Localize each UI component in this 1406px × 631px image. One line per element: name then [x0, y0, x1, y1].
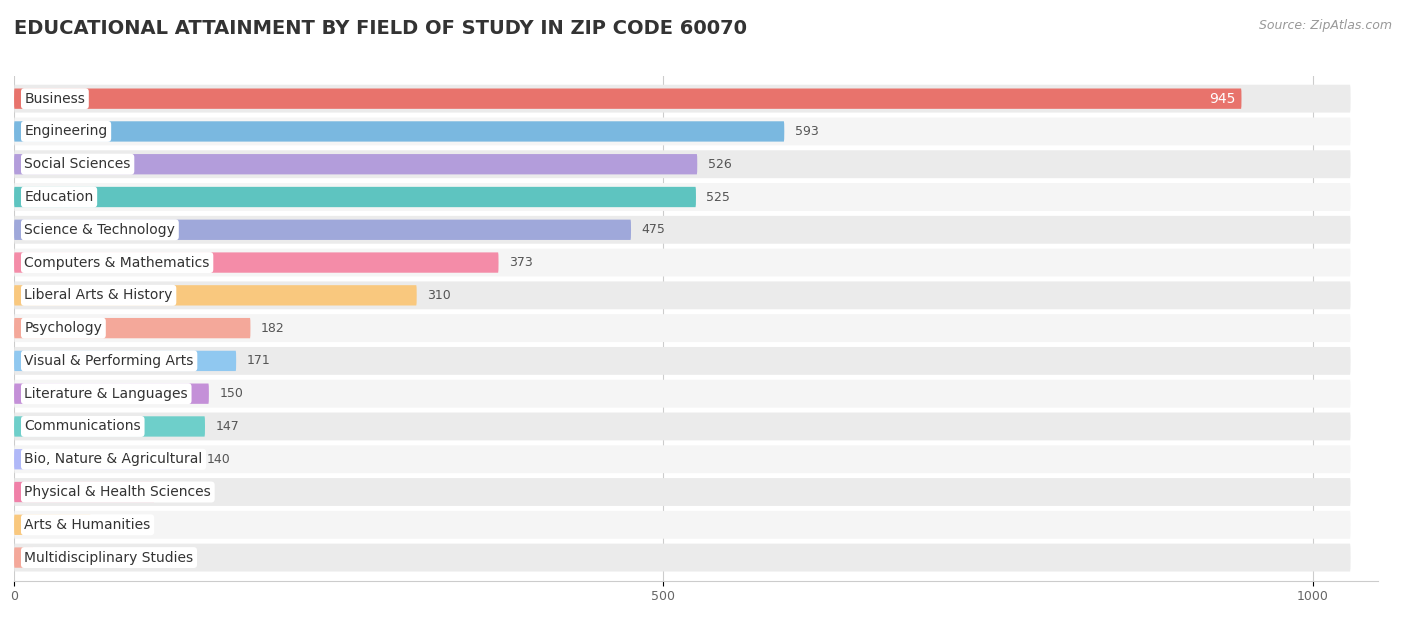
FancyBboxPatch shape — [14, 413, 1351, 440]
Text: Business: Business — [24, 91, 86, 105]
FancyBboxPatch shape — [14, 445, 1351, 473]
FancyBboxPatch shape — [14, 88, 1241, 109]
Text: Multidisciplinary Studies: Multidisciplinary Studies — [24, 551, 194, 565]
Text: 147: 147 — [215, 420, 239, 433]
FancyBboxPatch shape — [14, 85, 1351, 112]
FancyBboxPatch shape — [14, 252, 499, 273]
Text: 108: 108 — [165, 485, 188, 498]
Text: 373: 373 — [509, 256, 533, 269]
Text: Education: Education — [24, 190, 94, 204]
Text: Social Sciences: Social Sciences — [24, 157, 131, 171]
Text: Source: ZipAtlas.com: Source: ZipAtlas.com — [1258, 19, 1392, 32]
FancyBboxPatch shape — [14, 220, 631, 240]
FancyBboxPatch shape — [14, 150, 1351, 178]
Text: Engineering: Engineering — [24, 124, 108, 138]
Text: Arts & Humanities: Arts & Humanities — [24, 518, 150, 532]
FancyBboxPatch shape — [14, 216, 1351, 244]
Text: 171: 171 — [246, 355, 270, 367]
Text: 59: 59 — [101, 518, 117, 531]
FancyBboxPatch shape — [14, 449, 195, 469]
Text: 310: 310 — [427, 289, 451, 302]
Text: Visual & Performing Arts: Visual & Performing Arts — [24, 354, 194, 368]
FancyBboxPatch shape — [14, 249, 1351, 276]
Text: 182: 182 — [262, 322, 284, 334]
FancyBboxPatch shape — [14, 548, 34, 568]
FancyBboxPatch shape — [14, 380, 1351, 408]
FancyBboxPatch shape — [14, 351, 236, 371]
Text: 15: 15 — [44, 551, 60, 564]
FancyBboxPatch shape — [14, 121, 785, 141]
Text: Science & Technology: Science & Technology — [24, 223, 176, 237]
FancyBboxPatch shape — [14, 285, 416, 305]
Text: 140: 140 — [207, 452, 231, 466]
FancyBboxPatch shape — [14, 384, 209, 404]
Text: Physical & Health Sciences: Physical & Health Sciences — [24, 485, 211, 499]
FancyBboxPatch shape — [14, 515, 91, 535]
Text: Communications: Communications — [24, 420, 141, 433]
Text: Literature & Languages: Literature & Languages — [24, 387, 188, 401]
FancyBboxPatch shape — [14, 347, 1351, 375]
Text: 526: 526 — [707, 158, 731, 171]
FancyBboxPatch shape — [14, 544, 1351, 572]
FancyBboxPatch shape — [14, 154, 697, 174]
FancyBboxPatch shape — [14, 478, 1351, 506]
Text: Psychology: Psychology — [24, 321, 103, 335]
Text: 593: 593 — [794, 125, 818, 138]
FancyBboxPatch shape — [14, 482, 155, 502]
FancyBboxPatch shape — [14, 416, 205, 437]
Text: Liberal Arts & History: Liberal Arts & History — [24, 288, 173, 302]
Text: 945: 945 — [1209, 91, 1234, 105]
Text: 475: 475 — [641, 223, 665, 236]
Text: 150: 150 — [219, 387, 243, 400]
Text: EDUCATIONAL ATTAINMENT BY FIELD OF STUDY IN ZIP CODE 60070: EDUCATIONAL ATTAINMENT BY FIELD OF STUDY… — [14, 19, 747, 38]
FancyBboxPatch shape — [14, 117, 1351, 145]
FancyBboxPatch shape — [14, 281, 1351, 309]
FancyBboxPatch shape — [14, 314, 1351, 342]
FancyBboxPatch shape — [14, 183, 1351, 211]
Text: Bio, Nature & Agricultural: Bio, Nature & Agricultural — [24, 452, 202, 466]
Text: 525: 525 — [706, 191, 730, 204]
FancyBboxPatch shape — [14, 318, 250, 338]
FancyBboxPatch shape — [14, 187, 696, 207]
FancyBboxPatch shape — [14, 511, 1351, 539]
Text: Computers & Mathematics: Computers & Mathematics — [24, 256, 209, 269]
